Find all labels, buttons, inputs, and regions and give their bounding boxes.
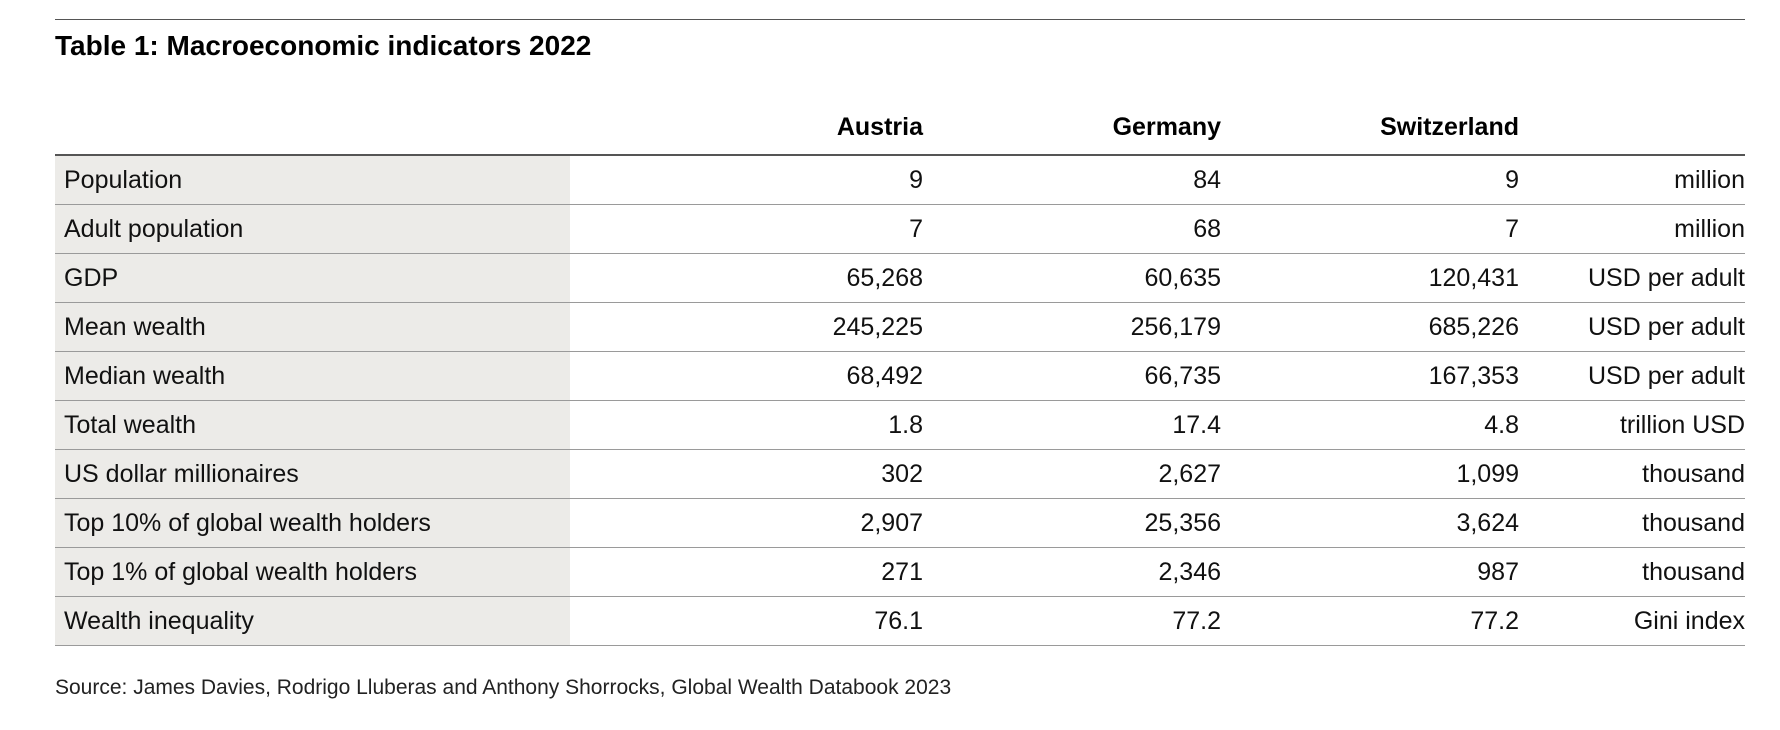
header-switzerland: Switzerland xyxy=(1221,100,1519,156)
cell-germany: 2,627 xyxy=(923,449,1221,499)
cell-unit: trillion USD xyxy=(1519,400,1745,450)
header-unit xyxy=(1519,100,1745,156)
cell-germany: 17.4 xyxy=(923,400,1221,450)
row-label: Top 1% of global wealth holders xyxy=(55,547,570,597)
table-row: Mean wealth 245,225 256,179 685,226 USD … xyxy=(55,302,1745,352)
cell-austria: 302 xyxy=(570,449,923,499)
cell-germany: 68 xyxy=(923,204,1221,254)
row-label: US dollar millionaires xyxy=(55,449,570,499)
cell-unit: thousand xyxy=(1519,498,1745,548)
cell-austria: 9 xyxy=(570,155,923,205)
row-label: Mean wealth xyxy=(55,302,570,352)
cell-germany: 256,179 xyxy=(923,302,1221,352)
header-austria: Austria xyxy=(570,100,923,156)
header-row: Austria Germany Switzerland xyxy=(55,100,1745,156)
cell-austria: 1.8 xyxy=(570,400,923,450)
cell-germany: 66,735 xyxy=(923,351,1221,401)
cell-switzerland: 7 xyxy=(1221,204,1519,254)
cell-switzerland: 9 xyxy=(1221,155,1519,205)
header-label xyxy=(55,100,570,156)
cell-unit: USD per adult xyxy=(1519,302,1745,352)
cell-austria: 68,492 xyxy=(570,351,923,401)
cell-germany: 77.2 xyxy=(923,596,1221,646)
cell-unit: Gini index xyxy=(1519,596,1745,646)
cell-austria: 76.1 xyxy=(570,596,923,646)
cell-switzerland: 167,353 xyxy=(1221,351,1519,401)
cell-austria: 271 xyxy=(570,547,923,597)
cell-switzerland: 77.2 xyxy=(1221,596,1519,646)
cell-switzerland: 1,099 xyxy=(1221,449,1519,499)
row-label: Top 10% of global wealth holders xyxy=(55,498,570,548)
row-label: Wealth inequality xyxy=(55,596,570,646)
cell-switzerland: 987 xyxy=(1221,547,1519,597)
table-row: Population 9 84 9 million xyxy=(55,155,1745,205)
cell-germany: 2,346 xyxy=(923,547,1221,597)
header-germany: Germany xyxy=(923,100,1221,156)
macro-indicators-table: Austria Germany Switzerland Population 9… xyxy=(55,100,1745,646)
cell-germany: 84 xyxy=(923,155,1221,205)
cell-switzerland: 120,431 xyxy=(1221,253,1519,303)
cell-germany: 60,635 xyxy=(923,253,1221,303)
table-row: Wealth inequality 76.1 77.2 77.2 Gini in… xyxy=(55,596,1745,646)
cell-austria: 7 xyxy=(570,204,923,254)
row-label: Median wealth xyxy=(55,351,570,401)
cell-unit: million xyxy=(1519,204,1745,254)
table-row: Total wealth 1.8 17.4 4.8 trillion USD xyxy=(55,400,1745,450)
cell-switzerland: 685,226 xyxy=(1221,302,1519,352)
cell-austria: 2,907 xyxy=(570,498,923,548)
cell-unit: USD per adult xyxy=(1519,253,1745,303)
cell-unit: thousand xyxy=(1519,547,1745,597)
top-rule xyxy=(55,19,1745,20)
cell-unit: million xyxy=(1519,155,1745,205)
cell-unit: USD per adult xyxy=(1519,351,1745,401)
row-label: Total wealth xyxy=(55,400,570,450)
table-row: Adult population 7 68 7 million xyxy=(55,204,1745,254)
cell-austria: 65,268 xyxy=(570,253,923,303)
table-title: Table 1: Macroeconomic indicators 2022 xyxy=(55,30,592,61)
row-label: GDP xyxy=(55,253,570,303)
cell-unit: thousand xyxy=(1519,449,1745,499)
cell-switzerland: 3,624 xyxy=(1221,498,1519,548)
cell-germany: 25,356 xyxy=(923,498,1221,548)
cell-austria: 245,225 xyxy=(570,302,923,352)
table-row: Top 1% of global wealth holders 271 2,34… xyxy=(55,547,1745,597)
table-row: GDP 65,268 60,635 120,431 USD per adult xyxy=(55,253,1745,303)
source-note: Source: James Davies, Rodrigo Lluberas a… xyxy=(55,676,952,699)
row-label: Adult population xyxy=(55,204,570,254)
row-label: Population xyxy=(55,155,570,205)
cell-switzerland: 4.8 xyxy=(1221,400,1519,450)
table-row: Top 10% of global wealth holders 2,907 2… xyxy=(55,498,1745,548)
table-row: Median wealth 68,492 66,735 167,353 USD … xyxy=(55,351,1745,401)
table-row: US dollar millionaires 302 2,627 1,099 t… xyxy=(55,449,1745,499)
